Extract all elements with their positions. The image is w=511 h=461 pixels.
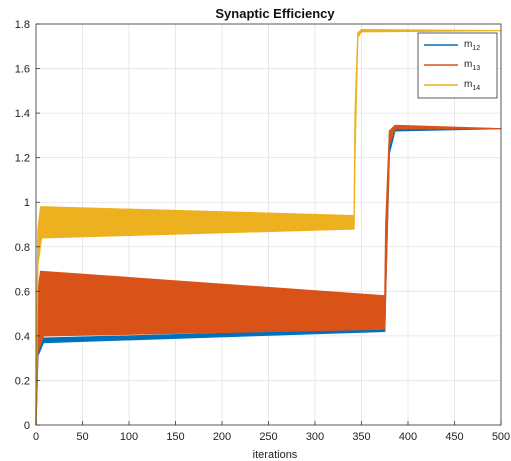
x-tick-label: 0 [33, 431, 39, 443]
legend: m12 m13 m14 [417, 32, 498, 99]
y-tick-label: 0.6 [15, 286, 30, 298]
y-tick-label: 1.4 [15, 108, 30, 120]
y-tick-label: 1 [24, 197, 30, 209]
series-m13-band [35, 124, 502, 426]
x-axis-label: iterations [253, 449, 298, 461]
x-tick-label: 50 [76, 431, 88, 443]
x-tick-label: 200 [213, 431, 231, 443]
y-tick-label: 0 [24, 420, 30, 432]
x-tick-label: 250 [259, 431, 277, 443]
series-layer [35, 29, 502, 426]
x-tick-label: 150 [166, 431, 184, 443]
series-m12-band [35, 125, 502, 426]
y-tick-label: 1.6 [15, 64, 30, 76]
series-m14-band [35, 29, 502, 426]
x-tick-label: 300 [306, 431, 324, 443]
x-tick-label: 500 [492, 431, 510, 443]
x-tick-label: 400 [399, 431, 417, 443]
y-tick-label: 0.8 [15, 242, 30, 254]
x-tick-label: 350 [352, 431, 370, 443]
y-tick-label: 0.2 [15, 375, 30, 387]
legend-label-m14: m14 [464, 79, 480, 92]
ticks: 0 50 100 150 200 250 300 350 400 450 500 0 0.2 0.4 0.6… [15, 19, 510, 443]
y-tick-label: 0.4 [15, 331, 30, 343]
y-tick-label: 1.8 [15, 19, 30, 31]
legend-label-m12: m12 [464, 39, 480, 52]
y-tick-label: 1.2 [15, 153, 30, 165]
legend-label-m13: m13 [464, 59, 480, 72]
x-tick-label: 100 [120, 431, 138, 443]
x-tick-label: 450 [445, 431, 463, 443]
chart-title: Synaptic Efficiency [215, 6, 335, 21]
